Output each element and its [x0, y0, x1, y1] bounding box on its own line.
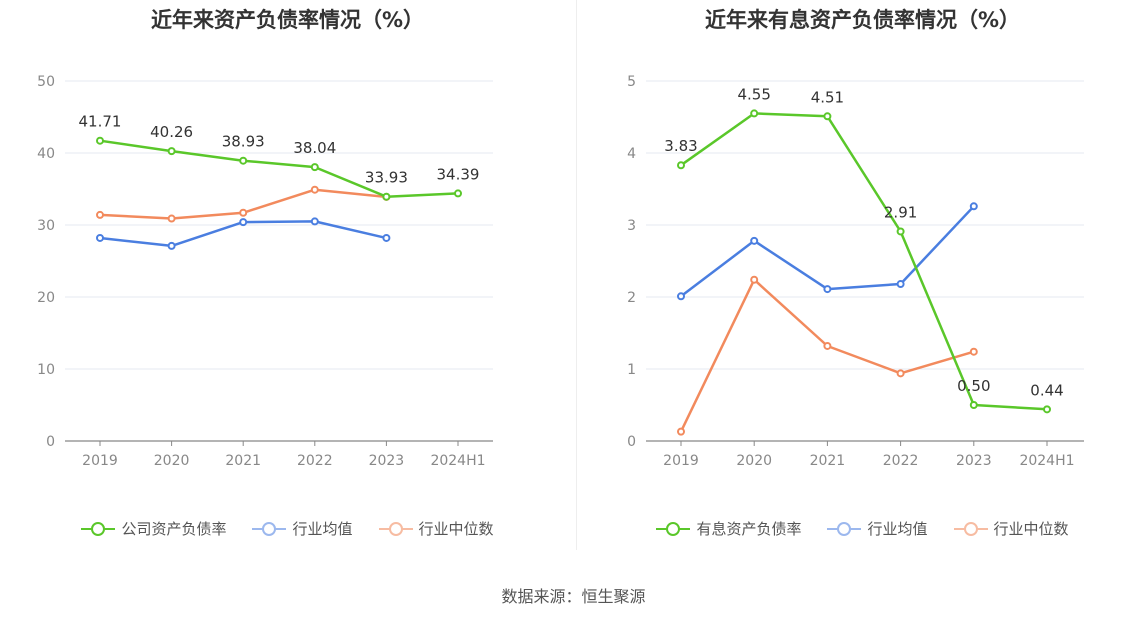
data-label: 38.04: [293, 139, 336, 157]
data-point: [382, 233, 391, 242]
data-label: 4.55: [737, 85, 770, 103]
data-point: [167, 241, 176, 250]
legend-line-icon: [252, 521, 287, 537]
x-tick-label: 2019: [663, 453, 699, 469]
data-label: 0.50: [957, 377, 990, 395]
x-tick-label: 2023: [369, 453, 405, 469]
legend-label: 行业均值: [867, 520, 928, 538]
legend-label: 行业中位数: [418, 520, 494, 538]
legend-line-icon: [656, 521, 691, 537]
data-label: 41.71: [79, 113, 122, 131]
y-tick-label: 2: [627, 290, 636, 306]
legend-item-company[interactable]: 有息资产负债率: [656, 518, 801, 539]
legend-item-company[interactable]: 公司资产负债率: [81, 518, 226, 539]
chart-legend: 有息资产负债率 行业均值 行业中位数: [578, 518, 1147, 539]
legend-line-icon: [827, 521, 862, 537]
chart-plot-area: 0 10 20 30 40 50 2019 2020 2021 2022 2023 2024H1 41.…: [37, 74, 493, 469]
data-point: [382, 192, 391, 201]
data-point: [310, 163, 319, 172]
data-point: [96, 233, 104, 242]
data-point: [310, 217, 319, 226]
y-tick-label: 1: [627, 362, 636, 378]
y-tick-label: 3: [627, 218, 636, 234]
legend-label: 公司资产负债率: [121, 520, 227, 538]
x-tick-label: 2019: [82, 453, 118, 469]
x-tick-label: 2022: [883, 453, 919, 469]
data-label: 3.83: [664, 137, 697, 155]
data-point: [96, 210, 104, 219]
data-point: [823, 341, 832, 350]
data-label: 0.44: [1030, 381, 1063, 399]
x-tick-label: 2021: [810, 453, 846, 469]
data-point: [750, 275, 759, 284]
legend-label: 有息资产负债率: [696, 520, 802, 538]
legend-item-industry-avg[interactable]: 行业均值: [827, 518, 928, 539]
data-point: [823, 285, 832, 294]
y-tick-label: 30: [37, 218, 55, 234]
chart-plot-area: 0 1 2 3 4 5 2019 2020 2021 2022 2023 2024H1 3.83 4.55…: [627, 74, 1084, 469]
x-tick-label: 2020: [154, 453, 190, 469]
y-tick-label: 50: [37, 74, 55, 90]
data-point: [750, 236, 759, 245]
data-point: [969, 347, 978, 356]
data-label: 40.26: [150, 123, 193, 141]
data-point: [677, 292, 685, 301]
x-tick-label: 2022: [297, 453, 333, 469]
data-label: 4.51: [811, 88, 844, 106]
y-tick-label: 0: [627, 434, 636, 450]
data-point: [750, 109, 759, 118]
data-point: [896, 369, 905, 378]
series-line: [99, 139, 459, 198]
x-tick-label: 2023: [956, 453, 992, 469]
data-point: [969, 401, 978, 409]
data-point: [896, 227, 905, 236]
data-point: [167, 147, 176, 156]
right-chart-panel: 近年来有息资产负债率情况（%） 0 1 2 3 4 5 2019 2020 2021 2022 20…: [578, 0, 1147, 560]
data-label: 2.91: [884, 203, 917, 221]
series-line: [680, 205, 975, 298]
data-point: [454, 189, 462, 198]
chart-title: 近年来资产负债率情况（%）: [150, 8, 425, 32]
data-point: [239, 156, 248, 165]
left-chart-panel: 近年来资产负债率情况（%） 0 10 20 30 40 50 2019 2020 2021 202…: [0, 0, 575, 560]
y-tick-label: 40: [37, 146, 55, 162]
data-source-note: 数据来源：恒生聚源: [501, 587, 646, 606]
chart-title: 近年来有息资产负债率情况（%）: [704, 8, 1021, 32]
data-point: [823, 112, 832, 121]
legend-item-industry-median[interactable]: 行业中位数: [378, 518, 494, 539]
data-point: [96, 136, 104, 145]
legend-line-icon: [953, 521, 988, 537]
legend-label: 行业中位数: [993, 520, 1069, 538]
data-point: [239, 208, 248, 217]
data-label: 33.93: [365, 169, 408, 187]
legend-label: 行业均值: [292, 520, 353, 538]
data-point: [677, 427, 685, 436]
data-point: [896, 280, 905, 289]
legend-item-industry-median[interactable]: 行业中位数: [953, 518, 1069, 539]
data-point: [239, 218, 248, 227]
chart-legend: 公司资产负债率 行业均值 行业中位数: [0, 518, 575, 539]
y-tick-label: 4: [627, 146, 636, 162]
x-tick-label: 2024H1: [1019, 453, 1074, 469]
data-point: [1043, 405, 1051, 414]
panel-divider: [576, 0, 577, 550]
legend-item-industry-avg[interactable]: 行业均值: [252, 518, 353, 539]
data-label: 38.93: [222, 133, 265, 151]
data-point: [677, 161, 685, 170]
data-point: [969, 202, 978, 211]
x-tick-label: 2020: [736, 453, 772, 469]
x-tick-label: 2024H1: [430, 453, 485, 469]
y-tick-label: 5: [627, 74, 636, 90]
data-label: 34.39: [437, 165, 480, 183]
data-point: [310, 185, 319, 194]
y-tick-label: 10: [37, 362, 55, 378]
data-point: [167, 214, 176, 223]
y-tick-label: 20: [37, 290, 55, 306]
x-tick-label: 2021: [225, 453, 261, 469]
y-tick-label: 0: [46, 434, 55, 450]
legend-line-icon: [378, 521, 413, 537]
series-line: [680, 112, 1048, 411]
legend-line-icon: [81, 521, 116, 537]
